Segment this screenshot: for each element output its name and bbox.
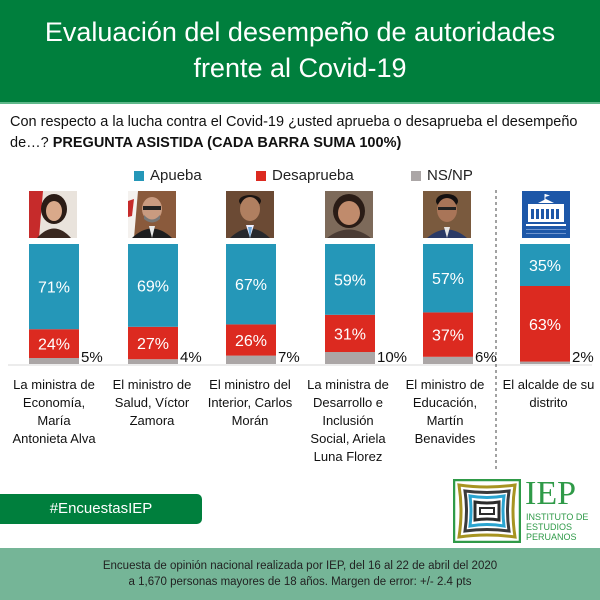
category-label-line: Antonieta Alva	[12, 431, 96, 446]
bar-desaprueba-2	[226, 324, 276, 356]
category-label-line: Social, Ariela	[310, 431, 386, 446]
legend-swatch-desaprueba	[256, 171, 266, 181]
municipality-building-icon	[522, 191, 570, 238]
data-label-desaprueba-3: 31%	[334, 326, 366, 343]
category-label-line: Benavides	[414, 431, 476, 446]
bar-desaprueba-4	[423, 312, 473, 357]
legend-label-nsnp: NS/NP	[427, 167, 473, 184]
legend-label-desaprueba: Desaprueba	[272, 167, 354, 184]
category-label-line: La ministra de	[13, 377, 95, 392]
data-label-desaprueba-2: 26%	[235, 333, 267, 350]
category-label-line: La ministra de	[307, 377, 389, 392]
data-label-apueba-0: 71%	[38, 280, 70, 297]
legend-item-desaprueba: Desaprueba	[256, 166, 354, 186]
legend-swatch-aprueba	[134, 171, 144, 181]
category-label-line: Zamora	[129, 413, 175, 428]
portrait-photo-icon	[226, 191, 274, 238]
category-label-line: Salud, Víctor	[114, 395, 190, 410]
bar-nsnp-5	[520, 361, 570, 364]
category-label-1: El ministro de Salud, Víctor Zamora	[104, 376, 200, 430]
legend-item-nsnp: NS/NP	[411, 166, 473, 186]
category-label-0: La ministra de Economía, María Antonieta Al…	[6, 376, 102, 448]
legend-label-aprueba: Apueba	[150, 167, 202, 184]
bar-desaprueba-3	[325, 314, 375, 352]
data-label-nsnp-1: 4%	[180, 349, 202, 366]
category-label-line: Luna Florez	[313, 449, 383, 464]
logo-line-3: PERUANOS	[526, 532, 577, 542]
data-label-nsnp-2: 7%	[278, 349, 300, 366]
title-line-1: Evaluación del desempeño de autoridades	[44, 17, 556, 47]
bar-apueba-2	[226, 244, 276, 325]
logo-wordmark: IEP	[525, 475, 576, 512]
category-label-line: Martín	[426, 413, 464, 428]
logo-line-2: ESTUDIOS	[526, 522, 573, 532]
page-title: Evaluación del desempeño de autoridades …	[0, 0, 600, 86]
data-label-desaprueba-5: 63%	[529, 317, 561, 334]
iep-logo: IEP INSTITUTO DE ESTUDIOS PERUANOS	[452, 475, 600, 544]
question-text: Con respecto a la lucha contra el Covid-…	[10, 114, 578, 151]
category-label-line: Economía,	[22, 395, 86, 410]
survey-footnote: Encuesta de opinión nacional realizada p…	[0, 548, 600, 600]
legend-swatch-nsnp	[411, 171, 421, 181]
bar-apueba-1	[128, 244, 178, 327]
category-label-5: El alcalde de su distrito	[497, 376, 600, 412]
portrait-photo-icon	[325, 191, 373, 238]
category-label-line: El ministro de	[405, 377, 485, 392]
data-label-nsnp-3: 10%	[377, 349, 407, 366]
category-label-line: Inclusión	[322, 413, 374, 428]
iep-logo-icon	[452, 478, 522, 544]
logo-line-1: INSTITUTO DE	[526, 512, 589, 522]
category-label-3: La ministra de Desarrollo e Inclusión Socia…	[300, 376, 396, 466]
footnote-line-1: Encuesta de opinión nacional realizada p…	[102, 560, 498, 572]
category-label-line: El alcalde de su	[502, 377, 595, 392]
data-label-apueba-1: 69%	[137, 278, 169, 295]
data-label-apueba-2: 67%	[235, 277, 267, 294]
bar-desaprueba-5	[520, 286, 570, 362]
survey-question: Con respecto a la lucha contra el Covid-…	[10, 112, 592, 154]
category-label-line: Morán	[231, 413, 269, 428]
data-label-desaprueba-1: 27%	[137, 336, 169, 353]
bar-nsnp-3	[325, 352, 375, 364]
category-label-line: María	[37, 413, 71, 428]
category-label-line: El ministro del	[209, 377, 291, 392]
data-label-nsnp-5: 2%	[572, 349, 594, 366]
bar-apueba-4	[423, 244, 473, 313]
bar-nsnp-0	[29, 358, 79, 364]
category-label-line: Educación,	[412, 395, 478, 410]
category-label-4: El ministro de Educación, Martín Benavides	[397, 376, 493, 448]
header-divider	[0, 102, 600, 104]
data-label-nsnp-4: 6%	[475, 349, 497, 366]
category-label-line: Interior, Carlos	[207, 395, 293, 410]
data-label-nsnp-0: 5%	[81, 349, 103, 366]
portrait-photo-icon	[29, 191, 77, 238]
data-label-desaprueba-4: 37%	[432, 328, 464, 345]
legend-item-aprueba: Apueba	[134, 166, 202, 186]
category-label-2: El ministro del Interior, Carlos Morán	[202, 376, 298, 430]
data-label-apueba-4: 57%	[432, 271, 464, 288]
bar-apueba-5	[520, 244, 570, 286]
data-label-apueba-3: 59%	[334, 272, 366, 289]
category-label-line: distrito	[529, 395, 568, 410]
title-line-2: frente al Covid-19	[193, 53, 407, 83]
chart-legend: Apueba Desaprueba NS/NP	[0, 166, 600, 186]
question-note: PREGUNTA ASISTIDA (CADA BARRA SUMA 100%)	[52, 135, 402, 151]
bar-nsnp-1	[128, 359, 178, 364]
bar-apueba-0	[29, 244, 79, 330]
footnote-line-2: a 1,670 personas mayores de 18 años. Mar…	[128, 576, 472, 588]
bar-desaprueba-0	[29, 329, 79, 358]
logo-subtitle: INSTITUTO DE ESTUDIOS PERUANOS	[526, 512, 588, 542]
bar-nsnp-2	[226, 355, 276, 364]
portrait-photo-icon	[423, 191, 471, 238]
category-label-line: El ministro de	[112, 377, 192, 392]
category-label-line: Desarrollo e	[312, 395, 384, 410]
bar-apueba-3	[325, 244, 375, 315]
bar-nsnp-4	[423, 356, 473, 364]
portrait-photo-icon	[128, 191, 176, 238]
data-label-apueba-5: 35%	[529, 258, 561, 275]
header-banner: Evaluación del desempeño de autoridades …	[0, 0, 600, 102]
data-label-desaprueba-0: 24%	[38, 337, 70, 354]
bar-desaprueba-1	[128, 326, 178, 360]
hashtag-badge: #EncuestasIEP	[0, 494, 202, 524]
